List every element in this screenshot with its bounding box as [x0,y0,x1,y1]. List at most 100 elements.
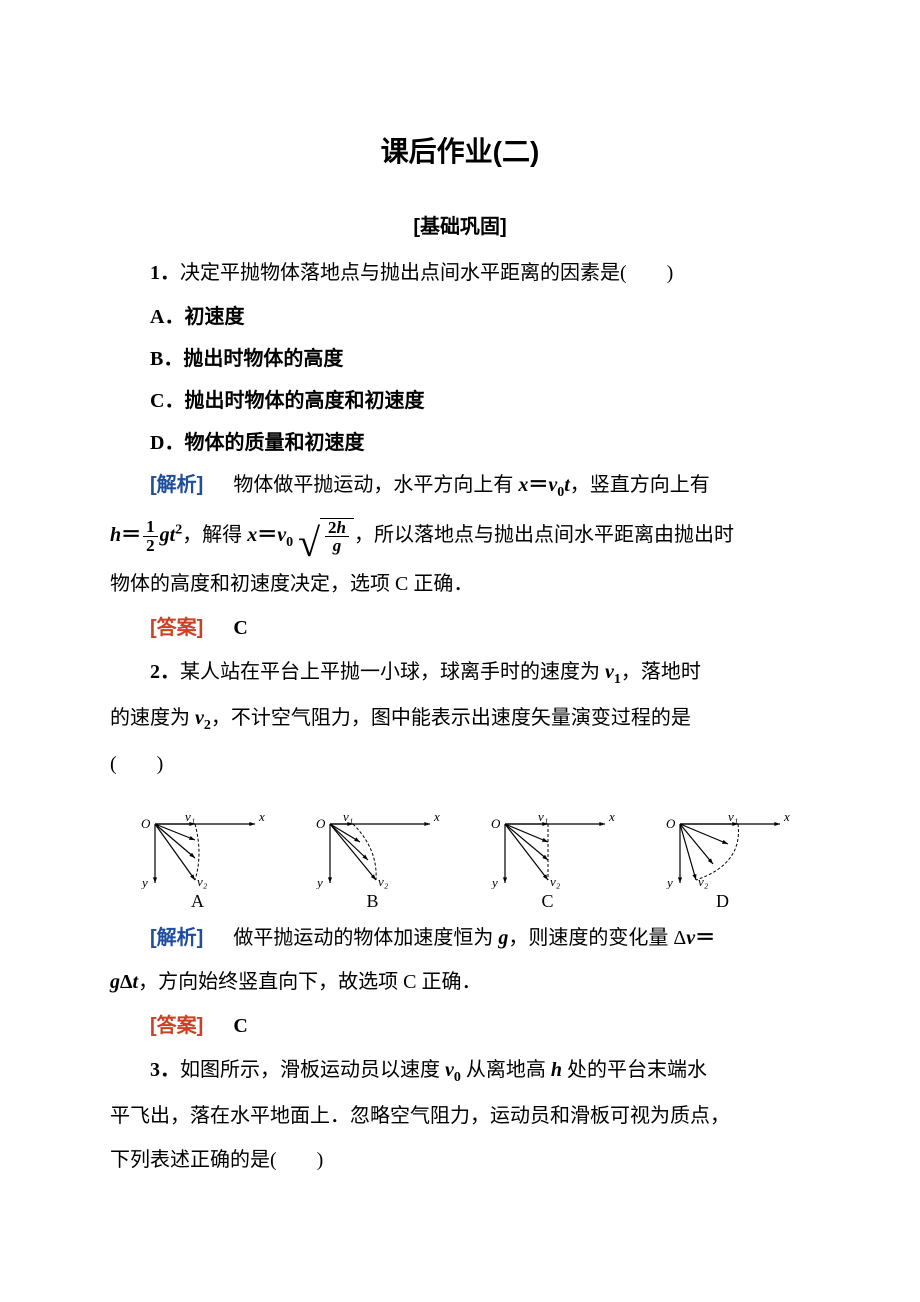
q1-analysis-line3: 物体的高度和初速度决定，选项 C 正确． [110,564,810,604]
diagram-caption: C [460,891,635,912]
q2-stem-line2: 的速度为 v2，不计空气阻力，图中能表示出速度矢量演变过程的是 [110,698,810,740]
q2-stem-pre2: 的速度为 [110,707,195,729]
var-g: g [325,536,349,555]
q1-stem-text: 决定平抛物体落地点与抛出点间水平距离的因素是( ) [180,262,673,284]
answer-label: [答案] [150,1015,203,1037]
svg-text:O: O [316,816,326,831]
svg-text:x: x [433,809,440,824]
q3-stem-line2: 平飞出，落在水平地面上．忽略空气阻力，运动员和滑板可视为质点， [110,1096,810,1136]
sqrt-sign: √ [298,527,320,559]
q2-stem-line1: 2．某人站在平台上平抛一小球，球离手时的速度为 v1，落地时 [110,652,810,694]
var-v: v [548,474,557,496]
svg-text:O: O [666,816,676,831]
diagram-c: Ox y v₁ v₂ C [460,794,635,912]
q2-answer: [答案] C [110,1006,810,1046]
q3-stem-line1: 3．如图所示，滑板运动员以速度 v0 从离地高 h 处的平台末端水 [110,1050,810,1092]
svg-text:v₂: v₂ [197,874,208,889]
q2-analysis-mid: ，则速度的变化量 Δ [508,927,686,949]
q2-answer-value: C [233,1015,247,1037]
svg-text:v₂: v₂ [698,874,709,889]
q2-analysis-tail: ，方向始终竖直向下，故选项 C 正确． [138,971,481,993]
section-title: [基础巩固] [110,210,810,239]
q1-analysis-line2: h＝12gt2，解得 x＝v0 √2hg，所以落地点与抛出点间水平距离由抛出时 [110,511,810,560]
q3-mid2: 处的平台末端水 [562,1059,707,1081]
var-g: g [498,927,508,949]
q1-option-c-text: C．抛出时物体的高度和初速度 [150,390,424,412]
svg-text:y: y [490,875,498,889]
svg-text:v₁: v₁ [343,809,353,824]
sub-2: 2 [204,718,211,733]
var-h: h [110,524,121,546]
q3-stem-line3: 下列表述正确的是( ) [110,1140,810,1180]
q1-analysis-mid1: ，竖直方向上有 [570,474,710,496]
diagram-caption: D [635,891,810,912]
sub-1: 1 [614,672,621,687]
den: 2 [143,536,158,555]
eq-sign: ＝ [528,474,548,496]
diagram-b: Ox y v₁ v₂ B [285,794,460,912]
q2-number: 2． [150,661,180,683]
q1-option-a-text: A．初速度 [150,306,244,328]
q1-analysis-line1: [解析] 物体做平抛运动，水平方向上有 x＝v0t，竖直方向上有 [110,465,810,507]
q2-stem-tail2: ，不计空气阻力，图中能表示出速度矢量演变过程的是 [211,707,691,729]
q3-number: 3． [150,1059,180,1081]
q3-stem-pre: 如图所示，滑板运动员以速度 [180,1059,445,1081]
diagram-caption: A [110,891,285,912]
svg-text:v₂: v₂ [378,874,389,889]
diagram-a: Oxyv₁v₂A [110,794,285,912]
q2-diagrams: Oxyv₁v₂AOxyv₁v₂BOxyv₁v₂COxyv₁v₂D [110,794,810,912]
var-v: v [277,524,286,546]
var-v: v [445,1059,454,1081]
diagram-d: Oxyv₁v₂D [635,794,810,912]
svg-text:x: x [608,809,615,824]
svg-text:y: y [665,875,673,889]
q1-mid: ，解得 [182,524,247,546]
q1-option-d-text: D．物体的质量和初速度 [150,432,364,454]
eq-sign: ＝ [257,524,277,546]
svg-text:v₂: v₂ [550,874,561,889]
var-h: h [337,518,346,537]
q2-stem-pre: 某人站在平台上平抛一小球，球离手时的速度为 [180,661,605,683]
q1-option-a: A．初速度 [110,297,810,337]
q1-option-c: C．抛出时物体的高度和初速度 [110,381,810,421]
num: 1 [143,518,158,536]
svg-text:x: x [783,809,790,824]
sub-0: 0 [286,535,293,550]
analysis-label: [解析] [150,474,203,496]
q1-option-b: B．抛出时物体的高度 [110,339,810,379]
var-x: x [518,474,528,496]
svg-text:O: O [491,816,501,831]
q1-option-b-text: B．抛出时物体的高度 [150,348,343,370]
var-g: g [110,971,120,993]
var-v: v [605,661,614,683]
sqrt-body: 2hg [320,518,354,556]
var-v: v [195,707,204,729]
sqrt: √2hg [298,518,354,556]
var-v: v [686,927,695,949]
var-x: x [247,524,257,546]
diagram-caption: B [285,891,460,912]
frac-2h-g: 2hg [325,519,349,556]
q1-answer-value: C [233,617,247,639]
svg-text:v₁: v₁ [538,809,548,824]
q3-mid1: 从离地高 [461,1059,551,1081]
q1-analysis-pre: 物体做平抛运动，水平方向上有 [233,474,518,496]
svg-text:v₁: v₁ [185,809,195,824]
q2-stem-tail1: ，落地时 [621,661,701,683]
q1-number: 1． [150,262,180,284]
analysis-label: [解析] [150,927,203,949]
delta: Δ [120,971,133,993]
q1-tail: ，所以落地点与抛出点间水平距离由抛出时 [354,524,734,546]
q2-analysis-pre: 做平抛运动的物体加速度恒为 [233,927,498,949]
page: 课后作业(二) [基础巩固] 1．决定平抛物体落地点与抛出点间水平距离的因素是(… [0,0,920,1302]
q2-paren: ( ) [110,744,810,784]
q1-answer: [答案] C [110,608,810,648]
eq-sign: ＝ [695,927,715,949]
q2-analysis-line2: gΔt，方向始终竖直向下，故选项 C 正确． [110,962,810,1002]
var-h: h [551,1059,562,1081]
q1-stem: 1．决定平抛物体落地点与抛出点间水平距离的因素是( ) [110,253,810,293]
svg-text:O: O [141,816,151,831]
svg-text:x: x [258,809,265,824]
svg-text:y: y [315,875,323,889]
answer-label: [答案] [150,617,203,639]
